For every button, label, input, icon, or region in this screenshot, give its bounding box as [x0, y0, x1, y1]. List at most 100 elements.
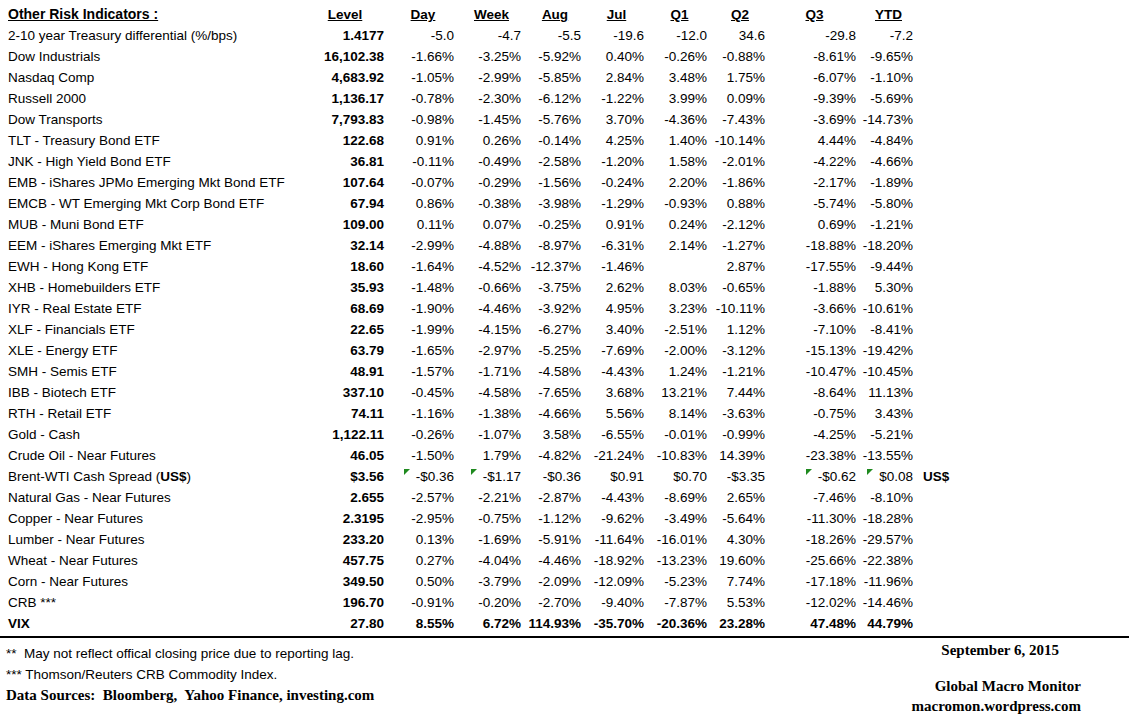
- cell-q2: -0.88%: [711, 46, 769, 67]
- cell-level: 109.00: [302, 214, 388, 235]
- cell-q2: -3.63%: [711, 403, 769, 424]
- cell-aug: -5.92%: [525, 46, 585, 67]
- cell-level: 122.68: [302, 130, 388, 151]
- row-suffix: [917, 67, 965, 88]
- cell-day: -0.11%: [388, 151, 458, 172]
- cell-q1: 3.23%: [648, 298, 711, 319]
- table-row: Lumber - Near Futures233.200.13%-1.69%-5…: [6, 529, 965, 550]
- row-suffix: [917, 319, 965, 340]
- row-suffix: [917, 403, 965, 424]
- cell-day: -1.66%: [388, 46, 458, 67]
- cell-week: -1.38%: [458, 403, 525, 424]
- cell-level: $3.56: [302, 466, 388, 487]
- column-header-day: Day: [388, 4, 458, 25]
- cell-jul: -6.31%: [585, 235, 648, 256]
- row-suffix: [917, 382, 965, 403]
- row-label: EEM - iShares Emerging Mkt ETF: [6, 235, 302, 256]
- cell-day: 0.11%: [388, 214, 458, 235]
- column-header-text: Week: [474, 7, 509, 22]
- row-label: MUB - Muni Bond ETF: [6, 214, 302, 235]
- cell-aug: -2.87%: [525, 487, 585, 508]
- cell-ytd: -18.20%: [860, 235, 917, 256]
- cell-aug: -12.37%: [525, 256, 585, 277]
- row-label: Nasdaq Comp: [6, 67, 302, 88]
- cell-q3: -7.10%: [769, 319, 860, 340]
- cell-q2: -0.65%: [711, 277, 769, 298]
- cell-day: 0.91%: [388, 130, 458, 151]
- cell-q1: 0.24%: [648, 214, 711, 235]
- cell-day: -1.48%: [388, 277, 458, 298]
- cell-day: -0.45%: [388, 382, 458, 403]
- cell-ytd: -22.38%: [860, 550, 917, 571]
- cell-week: -1.69%: [458, 529, 525, 550]
- column-header-level: Level: [302, 4, 388, 25]
- column-header-week: Week: [458, 4, 525, 25]
- row-label: EMCB - WT Emerging Mkt Corp Bond ETF: [6, 193, 302, 214]
- cell-q1: -5.23%: [648, 571, 711, 592]
- cell-level: 35.93: [302, 277, 388, 298]
- cell-aug: -3.75%: [525, 277, 585, 298]
- cell-aug: -4.46%: [525, 550, 585, 571]
- cell-jul: $0.91: [585, 466, 648, 487]
- row-suffix: [917, 88, 965, 109]
- cell-jul: -11.64%: [585, 529, 648, 550]
- cell-q2: 1.75%: [711, 67, 769, 88]
- cell-jul: -6.55%: [585, 424, 648, 445]
- row-label: Copper - Near Futures: [6, 508, 302, 529]
- cell-q1: [648, 256, 711, 277]
- cell-aug: -1.12%: [525, 508, 585, 529]
- cell-q3: -1.88%: [769, 277, 860, 298]
- cell-jul: -21.24%: [585, 445, 648, 466]
- cell-q2: 2.87%: [711, 256, 769, 277]
- cell-day: -1.16%: [388, 403, 458, 424]
- table-row: IBB - Biotech ETF337.10-0.45%-4.58%-7.65…: [6, 382, 965, 403]
- cell-ytd: -14.46%: [860, 592, 917, 613]
- table-row: MUB - Muni Bond ETF109.000.11%0.07%-0.25…: [6, 214, 965, 235]
- cell-q1: 13.21%: [648, 382, 711, 403]
- cell-q1: -2.00%: [648, 340, 711, 361]
- row-label: Wheat - Near Futures: [6, 550, 302, 571]
- table-row: Wheat - Near Futures457.750.27%-4.04%-4.…: [6, 550, 965, 571]
- cell-jul: -1.46%: [585, 256, 648, 277]
- column-header-text: Aug: [542, 7, 568, 22]
- table-row: 2-10 year Treasury differential (%/bps)1…: [6, 25, 965, 46]
- cell-q3: -15.13%: [769, 340, 860, 361]
- cell-ytd: -11.96%: [860, 571, 917, 592]
- row-label: SMH - Semis ETF: [6, 361, 302, 382]
- row-label-text: ): [187, 469, 192, 484]
- cell-week: -0.38%: [458, 193, 525, 214]
- row-label: 2-10 year Treasury differential (%/bps): [6, 25, 302, 46]
- cell-week: -1.45%: [458, 109, 525, 130]
- cell-day: -1.99%: [388, 319, 458, 340]
- cell-q2: 4.30%: [711, 529, 769, 550]
- cell-jul: 2.84%: [585, 67, 648, 88]
- cell-week: 0.07%: [458, 214, 525, 235]
- cell-q2: 14.39%: [711, 445, 769, 466]
- cell-week: -3.79%: [458, 571, 525, 592]
- cell-level: 68.69: [302, 298, 388, 319]
- cell-q3: -2.17%: [769, 172, 860, 193]
- table-row: Crude Oil - Near Futures46.05-1.50%1.79%…: [6, 445, 965, 466]
- cell-q1: 1.58%: [648, 151, 711, 172]
- table-row: Brent-WTI Cash Spread (US$)$3.56-$0.36-$…: [6, 466, 965, 487]
- column-header-text: YTD: [875, 7, 902, 22]
- cell-aug: -5.25%: [525, 340, 585, 361]
- cell-aug: -0.14%: [525, 130, 585, 151]
- row-suffix: [917, 214, 965, 235]
- cell-aug: -5.91%: [525, 529, 585, 550]
- cell-week: -4.88%: [458, 235, 525, 256]
- row-suffix: [917, 298, 965, 319]
- cell-ytd: -18.28%: [860, 508, 917, 529]
- cell-day: -0.98%: [388, 109, 458, 130]
- cell-ytd: -19.42%: [860, 340, 917, 361]
- cell-level: 457.75: [302, 550, 388, 571]
- cell-level: 16,102.38: [302, 46, 388, 67]
- cell-jul: -12.09%: [585, 571, 648, 592]
- row-suffix: [917, 592, 965, 613]
- column-header-q2: Q2: [711, 4, 769, 25]
- risk-indicators-table: Other Risk Indicators : Level Day Week A…: [6, 4, 965, 634]
- cell-level: 107.64: [302, 172, 388, 193]
- cell-q3: -4.25%: [769, 424, 860, 445]
- cell-ytd: -1.21%: [860, 214, 917, 235]
- cell-week: 1.79%: [458, 445, 525, 466]
